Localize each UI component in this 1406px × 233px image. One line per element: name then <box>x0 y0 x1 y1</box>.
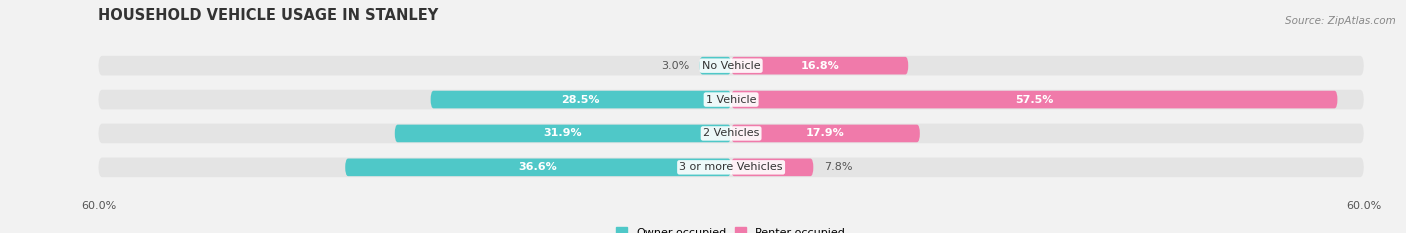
Text: 1 Vehicle: 1 Vehicle <box>706 95 756 105</box>
FancyBboxPatch shape <box>430 91 731 108</box>
Text: 57.5%: 57.5% <box>1015 95 1053 105</box>
FancyBboxPatch shape <box>731 57 908 75</box>
FancyBboxPatch shape <box>98 158 1364 177</box>
Text: 31.9%: 31.9% <box>544 128 582 138</box>
FancyBboxPatch shape <box>98 124 1364 143</box>
Text: 3.0%: 3.0% <box>661 61 689 71</box>
FancyBboxPatch shape <box>731 91 1337 108</box>
Text: 17.9%: 17.9% <box>806 128 845 138</box>
FancyBboxPatch shape <box>344 158 731 176</box>
Text: Source: ZipAtlas.com: Source: ZipAtlas.com <box>1285 16 1396 26</box>
FancyBboxPatch shape <box>731 125 920 142</box>
Legend: Owner-occupied, Renter-occupied: Owner-occupied, Renter-occupied <box>612 223 851 233</box>
FancyBboxPatch shape <box>731 158 813 176</box>
Text: 2 Vehicles: 2 Vehicles <box>703 128 759 138</box>
Text: 3 or more Vehicles: 3 or more Vehicles <box>679 162 783 172</box>
FancyBboxPatch shape <box>699 57 731 75</box>
Text: 7.8%: 7.8% <box>824 162 852 172</box>
Text: 36.6%: 36.6% <box>519 162 558 172</box>
Text: HOUSEHOLD VEHICLE USAGE IN STANLEY: HOUSEHOLD VEHICLE USAGE IN STANLEY <box>98 8 439 23</box>
FancyBboxPatch shape <box>98 90 1364 109</box>
Text: 16.8%: 16.8% <box>800 61 839 71</box>
FancyBboxPatch shape <box>395 125 731 142</box>
FancyBboxPatch shape <box>98 56 1364 75</box>
Text: 28.5%: 28.5% <box>561 95 600 105</box>
Text: No Vehicle: No Vehicle <box>702 61 761 71</box>
